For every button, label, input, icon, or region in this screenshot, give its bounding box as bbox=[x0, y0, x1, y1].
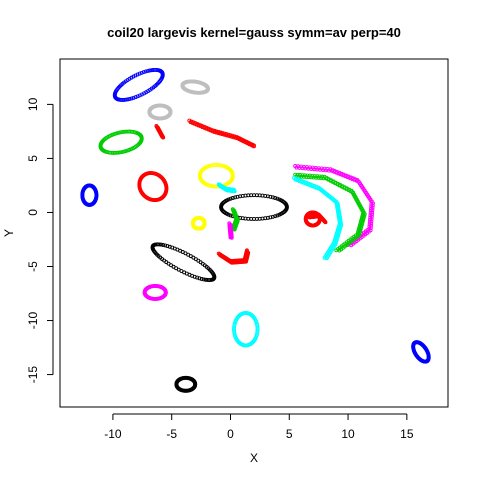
y-tick-label: -15 bbox=[26, 366, 40, 384]
chart-title: coil20 largevis kernel=gauss symm=av per… bbox=[107, 25, 401, 40]
y-axis: -15 -10 -5 0 5 10 bbox=[26, 97, 53, 383]
x-tick-label: -10 bbox=[104, 427, 122, 441]
y-tick-label: 5 bbox=[26, 155, 40, 162]
y-tick-label: 10 bbox=[26, 97, 40, 111]
y-tick-label: -5 bbox=[26, 261, 40, 272]
x-tick-label: 0 bbox=[227, 427, 234, 441]
y-tick-label: 0 bbox=[26, 209, 40, 216]
data-points-layer bbox=[81, 68, 430, 392]
x-axis-label: X bbox=[250, 451, 258, 465]
y-tick-label: -10 bbox=[26, 312, 40, 330]
plot-area bbox=[60, 59, 448, 407]
x-tick-label: 10 bbox=[341, 427, 355, 441]
y-axis-label: Y bbox=[2, 229, 16, 237]
x-tick-label: -5 bbox=[166, 427, 177, 441]
x-axis: -10 -5 0 5 10 15 bbox=[104, 414, 414, 441]
x-tick-label: 15 bbox=[400, 427, 414, 441]
x-tick-label: 5 bbox=[286, 427, 293, 441]
